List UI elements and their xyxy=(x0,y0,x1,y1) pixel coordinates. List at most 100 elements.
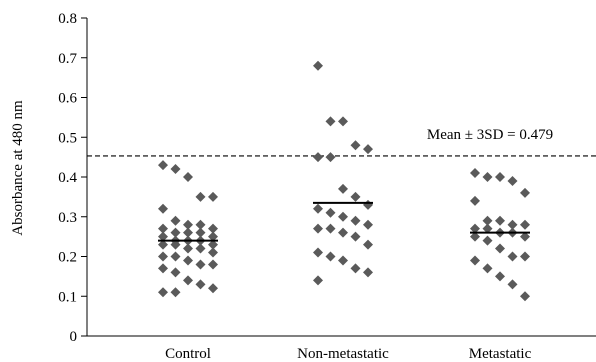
data-point xyxy=(183,219,193,230)
data-point xyxy=(338,116,348,127)
data-point xyxy=(158,287,168,298)
data-point xyxy=(470,168,480,179)
x-tick-label: Control xyxy=(165,346,211,362)
mean-lines xyxy=(158,201,530,242)
data-point xyxy=(325,152,336,163)
data-point xyxy=(520,231,530,242)
y-tick-label: 0.5 xyxy=(58,130,77,146)
x-tick-label: Metastatic xyxy=(469,346,532,362)
data-point xyxy=(482,172,493,182)
data-point xyxy=(195,191,206,202)
data-point xyxy=(507,251,518,262)
data-point xyxy=(313,152,323,163)
data-point xyxy=(158,239,168,250)
data-point xyxy=(350,215,361,226)
data-point xyxy=(313,275,323,286)
data-point xyxy=(325,116,336,127)
data-point xyxy=(195,227,206,238)
data-point xyxy=(170,227,181,238)
data-point xyxy=(208,191,218,202)
data-point xyxy=(195,219,206,230)
x-tick-label: Non-metastatic xyxy=(297,346,389,362)
data-point xyxy=(350,140,361,151)
y-tick-label: 0.4 xyxy=(58,170,77,186)
data-point xyxy=(520,219,530,230)
data-point xyxy=(338,255,348,266)
data-point xyxy=(313,60,323,71)
data-point xyxy=(507,279,518,290)
y-tick-label: 0.1 xyxy=(58,289,77,305)
y-tick-label: 0.3 xyxy=(58,210,77,226)
data-point xyxy=(170,267,181,278)
data-point xyxy=(183,255,193,266)
data-point xyxy=(170,215,181,226)
data-point xyxy=(208,259,218,270)
data-point xyxy=(170,239,181,250)
x-ticks: Control Non-metastatic Metastatic xyxy=(165,346,531,362)
data-point xyxy=(325,223,336,234)
data-point xyxy=(158,263,168,274)
data-point xyxy=(338,227,348,238)
data-point xyxy=(183,227,193,238)
data-point xyxy=(338,211,348,222)
data-point xyxy=(470,255,480,266)
data-point xyxy=(325,251,336,262)
data-points xyxy=(158,60,530,302)
y-tick-label: 0.8 xyxy=(58,11,77,27)
y-tick-label: 0.2 xyxy=(58,250,77,266)
data-point xyxy=(195,243,206,254)
data-point xyxy=(482,263,493,274)
data-point xyxy=(470,231,480,242)
data-point xyxy=(495,172,505,182)
y-tick-label: 0.6 xyxy=(58,91,77,107)
data-point xyxy=(507,219,518,230)
data-point xyxy=(208,283,218,294)
data-point xyxy=(170,164,181,175)
y-tick-label: 0 xyxy=(70,329,78,345)
data-point xyxy=(313,247,323,258)
data-point xyxy=(208,223,218,234)
data-point xyxy=(170,251,181,262)
data-point xyxy=(495,243,505,254)
data-point xyxy=(495,271,505,282)
data-point xyxy=(350,191,361,202)
data-point xyxy=(313,203,323,214)
data-point xyxy=(520,291,530,302)
data-point xyxy=(482,223,493,234)
data-point xyxy=(520,187,530,198)
data-point xyxy=(520,251,530,262)
data-point xyxy=(363,219,373,230)
data-point xyxy=(183,243,193,254)
data-point xyxy=(195,279,206,290)
data-point xyxy=(470,223,480,234)
y-axis-label: Absorbance at 480 nm xyxy=(10,100,26,236)
threshold-label: Mean ± 3SD = 0.479 xyxy=(427,127,553,143)
data-point xyxy=(158,203,168,214)
data-point xyxy=(350,231,361,242)
data-point xyxy=(313,223,323,234)
data-point xyxy=(325,207,336,218)
data-point xyxy=(338,183,348,194)
data-point xyxy=(350,263,361,274)
data-point xyxy=(363,144,373,155)
data-point xyxy=(208,231,218,242)
data-point xyxy=(482,235,493,246)
data-point xyxy=(363,239,373,250)
data-point xyxy=(183,172,193,182)
data-point xyxy=(195,259,206,270)
data-point xyxy=(208,247,218,258)
y-ticks: 0 0.1 0.2 0.3 0.4 0.5 0.6 0.7 0.8 xyxy=(58,11,87,345)
data-point xyxy=(482,215,493,226)
data-point xyxy=(470,195,480,206)
data-point xyxy=(363,199,373,210)
data-point xyxy=(158,231,168,242)
data-point xyxy=(183,275,193,286)
data-point xyxy=(158,223,168,234)
data-point xyxy=(495,215,505,226)
data-point xyxy=(158,251,168,262)
y-tick-label: 0.7 xyxy=(58,51,77,67)
data-point xyxy=(363,267,373,278)
data-point xyxy=(170,287,181,298)
data-point xyxy=(158,160,168,171)
